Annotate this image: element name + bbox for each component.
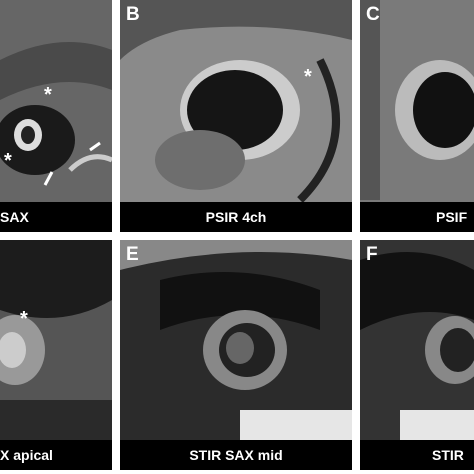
panel: C PSIF bbox=[360, 0, 474, 232]
caption: X apical bbox=[0, 440, 112, 470]
caption: SAX bbox=[0, 202, 112, 232]
annotation: * bbox=[4, 150, 12, 172]
mri-image bbox=[360, 240, 474, 470]
panel-label: F bbox=[366, 244, 378, 265]
panel: B * PSIR 4ch bbox=[120, 0, 352, 232]
panel: * * SAX bbox=[0, 0, 112, 232]
mri-image bbox=[360, 0, 474, 232]
caption: STIR bbox=[360, 440, 474, 470]
panel-label: B bbox=[126, 4, 140, 25]
panel: * X apical bbox=[0, 240, 112, 470]
mri-image bbox=[120, 240, 352, 470]
caption: PSIF bbox=[360, 202, 474, 232]
mri-image bbox=[120, 0, 352, 232]
panel: F STIR bbox=[360, 240, 474, 470]
panel-label: C bbox=[366, 4, 380, 25]
annotation: * bbox=[304, 66, 312, 88]
annotation: * bbox=[20, 308, 28, 330]
panel-label: E bbox=[126, 244, 139, 265]
caption: STIR SAX mid bbox=[120, 440, 352, 470]
annotation: * bbox=[44, 84, 52, 106]
caption: PSIR 4ch bbox=[120, 202, 352, 232]
mri-image bbox=[0, 240, 112, 470]
panel: E STIR SAX mid bbox=[120, 240, 352, 470]
mri-image bbox=[0, 0, 112, 232]
